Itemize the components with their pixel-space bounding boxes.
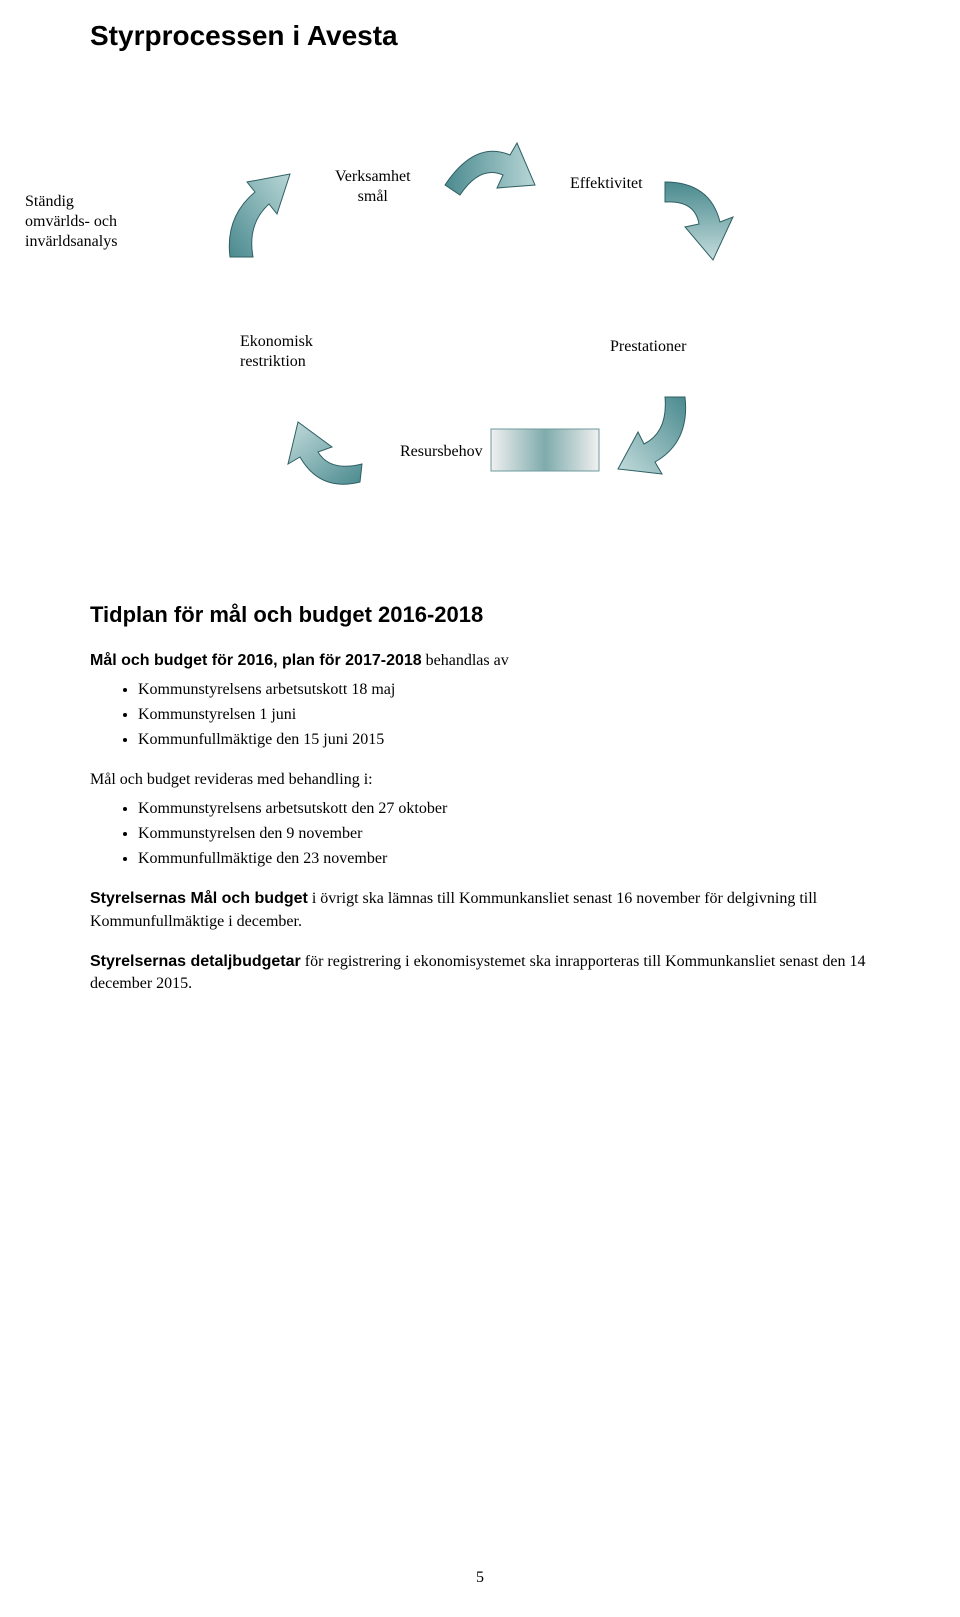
diagram-label-top-mid: Verksamhet smål [335,167,411,207]
page-number: 5 [476,1569,484,1587]
gradient-strip [490,428,600,472]
list-item: Kommunfullmäktige den 15 juni 2015 [138,728,870,751]
list-block2: Kommunstyrelsens arbetsutskott den 27 ok… [138,797,870,871]
lead-text: Styrelsernas Mål och budget [90,890,308,907]
label-text: Ständig omvärlds- och invärldsanalys [25,193,117,250]
para-detaljbudgetar: Styrelsernas detaljbudgetar för registre… [90,951,870,996]
list-item: Kommunstyrelsen den 9 november [138,822,870,845]
lead-text: Styrelsernas detaljbudgetar [90,953,301,970]
list-item: Kommunstyrelsens arbetsutskott den 27 ok… [138,797,870,820]
arrow-upper-left [215,162,305,262]
label-text: Resursbehov [400,443,483,460]
label-text: Ekonomisk restriktion [240,333,313,370]
para-block1: Mål och budget för 2016, plan för 2017-2… [90,650,870,672]
diagram-label-mid-right: Prestationer [610,337,686,357]
label-text: Effektivitet [570,175,643,192]
block-revideras: Mål och budget revideras med behandling … [90,769,870,870]
label-text: Prestationer [610,338,686,355]
diagram-label-bottom: Resursbehov [400,442,483,462]
arrow-upper-mid [435,130,545,210]
tail-text: behandlas av [422,652,509,669]
diagram-label-left: Ständig omvärlds- och invärldsanalys [25,192,117,252]
list-item: Kommunfullmäktige den 23 november [138,847,870,870]
process-cycle-diagram: Ständig omvärlds- och invärldsanalys Ver… [90,112,870,532]
para-block2-intro: Mål och budget revideras med behandling … [90,769,870,791]
list-item: Kommunstyrelsen 1 juni [138,703,870,726]
arrow-upper-right [655,172,745,272]
diagram-label-mid-left: Ekonomisk restriktion [240,332,313,372]
label-text: Verksamhet smål [335,168,411,205]
arrow-lower-left [270,412,370,502]
lead-text: Mål och budget för 2016, plan för 2017-2… [90,652,422,669]
block-behandlas-av: Mål och budget för 2016, plan för 2017-2… [90,650,870,751]
arrow-lower-right [600,387,700,487]
para-styrelsernas-mal: Styrelsernas Mål och budget i övrigt ska… [90,888,870,933]
list-item: Kommunstyrelsens arbetsutskott 18 maj [138,678,870,701]
page-title: Styrprocessen i Avesta [90,20,870,52]
section-heading-tidplan: Tidplan för mål och budget 2016-2018 [90,602,870,628]
list-block1: Kommunstyrelsens arbetsutskott 18 maj Ko… [138,678,870,752]
diagram-label-top-right: Effektivitet [570,174,643,194]
